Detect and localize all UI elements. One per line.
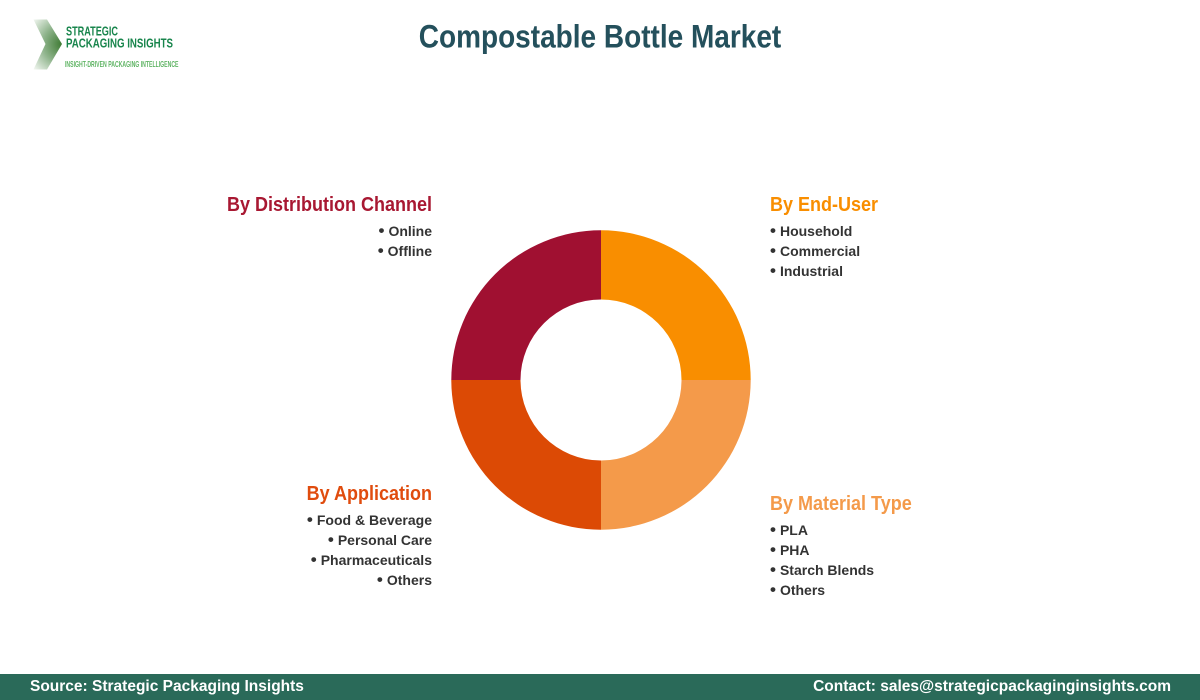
svg-text:INSIGHT-DRIVEN PACKAGING INTEL: INSIGHT-DRIVEN PACKAGING INTELLIGENCE xyxy=(65,59,179,69)
svg-text:PACKAGING INSIGHTS: PACKAGING INSIGHTS xyxy=(66,36,173,51)
svg-text:STRATEGIC: STRATEGIC xyxy=(66,23,118,38)
